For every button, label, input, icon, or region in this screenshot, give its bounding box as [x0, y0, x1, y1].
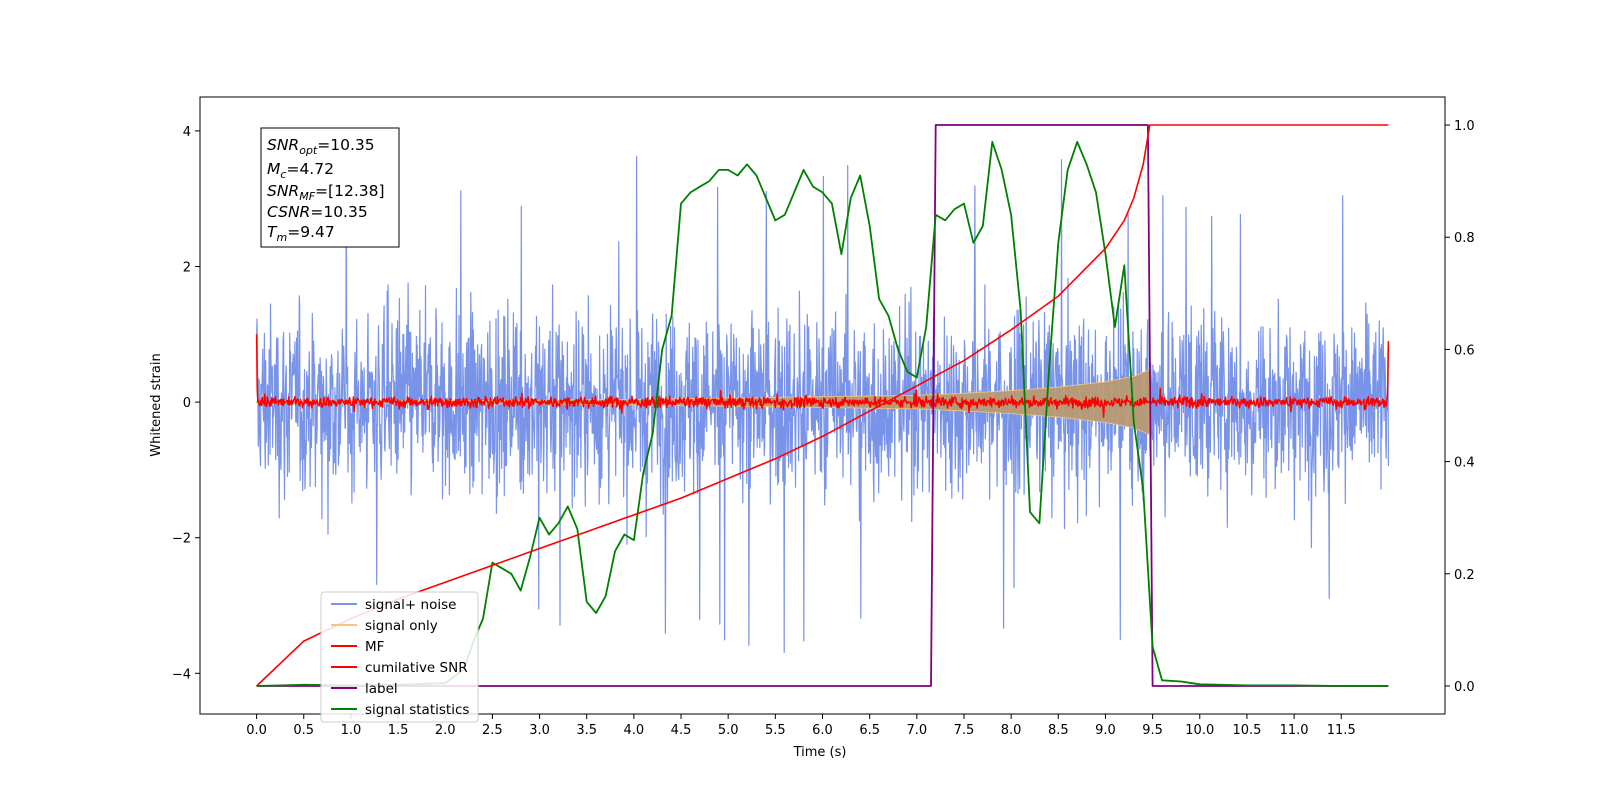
x-tick-label: 5.0 — [718, 723, 739, 738]
x-tick-label: 5.5 — [765, 723, 786, 738]
x-tick-label: 10.5 — [1232, 723, 1261, 738]
y-tick-label: −4 — [172, 667, 191, 682]
info-csnr: CSNR=10.35 — [267, 203, 368, 221]
legend: signal+ noise signal only MF cumilative … — [320, 591, 479, 723]
x-tick-label: 4.0 — [624, 723, 645, 738]
series-signal-statistics — [256, 141, 1389, 687]
legend-item-signal-noise: signal+ noise — [331, 597, 456, 613]
x-tick-label: 0.0 — [246, 723, 267, 738]
y2-tick-label: 0.4 — [1454, 456, 1475, 471]
y2-tick-label: 1.0 — [1454, 119, 1475, 134]
legend-label-mf: MF — [365, 639, 384, 655]
x-tick-label: 1.5 — [388, 723, 409, 738]
x-tick-label: 6.5 — [859, 723, 880, 738]
x-axis-label: Time (s) — [793, 745, 847, 760]
info-box-frame — [260, 127, 400, 248]
info-box: SNRopt=10.35 Mc=4.72 SNRMF=[12.38] CSNR=… — [260, 127, 400, 248]
y-tick-label: 4 — [183, 125, 191, 140]
x-tick-label: 2.5 — [482, 723, 503, 738]
x-tick-label: 2.0 — [435, 723, 456, 738]
x-tick-label: 11.5 — [1327, 723, 1356, 738]
x-tick-label: 8.0 — [1001, 723, 1022, 738]
series-label — [256, 124, 1389, 687]
y-tick-label: 0 — [183, 396, 191, 411]
legend-item-signal-only: signal only — [331, 618, 438, 634]
y-axis-label: Whitened strain — [149, 353, 164, 456]
y-axis-left: 4 2 0 −2 −4 — [172, 125, 200, 682]
x-tick-label: 11.0 — [1280, 723, 1309, 738]
x-tick-label: 1.0 — [341, 723, 362, 738]
plot-area — [255, 124, 1390, 687]
legend-item-signal-statistics: signal statistics — [331, 702, 469, 718]
series-signal-noise — [256, 155, 1389, 653]
series-cumulative-snr — [256, 124, 1389, 687]
legend-label-signal-statistics: signal statistics — [365, 702, 469, 718]
legend-label-signal-only: signal only — [365, 618, 438, 634]
info-snr-mf: SNRMF=[12.38] — [267, 182, 385, 203]
legend-label-cumulative-snr: cumilative SNR — [365, 660, 468, 676]
x-tick-label: 4.5 — [671, 723, 692, 738]
legend-item-label: label — [331, 681, 398, 697]
info-tm: Tm=9.47 — [267, 223, 335, 244]
x-tick-label: 6.0 — [812, 723, 833, 738]
y2-tick-label: 0.2 — [1454, 568, 1475, 583]
legend-frame — [320, 591, 479, 723]
legend-label-label: label — [365, 681, 398, 697]
series-mf — [255, 334, 1390, 418]
info-mc: Mc=4.72 — [267, 160, 334, 181]
x-tick-label: 7.0 — [906, 723, 927, 738]
y-tick-label: 2 — [183, 261, 191, 276]
x-tick-label: 9.5 — [1142, 723, 1163, 738]
x-tick-label: 3.5 — [576, 723, 597, 738]
x-tick-label: 3.0 — [529, 723, 550, 738]
info-snr-opt: SNRopt=10.35 — [267, 136, 375, 157]
legend-label-signal-noise: signal+ noise — [365, 597, 456, 613]
y-axis-right: 1.0 0.8 0.6 0.4 0.2 0.0 — [1445, 119, 1475, 695]
x-tick-label: 8.5 — [1048, 723, 1069, 738]
x-tick-label: 0.5 — [293, 723, 314, 738]
legend-item-mf: MF — [331, 639, 384, 655]
x-tick-label: 10.0 — [1185, 723, 1214, 738]
x-tick-label: 7.5 — [954, 723, 975, 738]
y2-tick-label: 0.0 — [1454, 680, 1475, 695]
y-tick-label: −2 — [172, 532, 191, 547]
y2-tick-label: 0.6 — [1454, 343, 1475, 358]
x-tick-label: 9.0 — [1095, 723, 1116, 738]
legend-item-cumulative-snr: cumilative SNR — [331, 660, 468, 676]
x-axis: 0.0 0.5 1.0 1.5 2.0 2.5 3.0 3.5 4.0 4.5 5.0 5.5 6.0 6… — [246, 714, 1356, 738]
y2-tick-label: 0.8 — [1454, 231, 1475, 246]
